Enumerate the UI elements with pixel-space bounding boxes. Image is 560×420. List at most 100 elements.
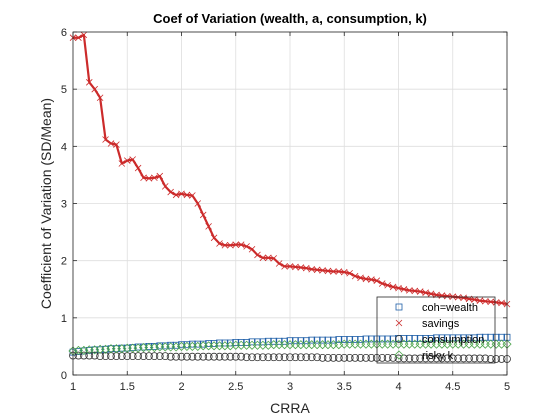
data-point-coh-wealth bbox=[297, 337, 305, 345]
legend: coh=wealth savings consumption risky k bbox=[376, 296, 496, 364]
data-point-consumption bbox=[427, 354, 435, 363]
chart-title: Coef of Variation (wealth, a, consumptio… bbox=[153, 11, 427, 26]
data-point-savings bbox=[123, 157, 131, 164]
y-tick-label: 2 bbox=[61, 256, 67, 268]
data-point-savings bbox=[438, 292, 446, 299]
data-point-consumption bbox=[356, 353, 365, 362]
data-point-savings bbox=[340, 268, 348, 276]
data-point-savings bbox=[487, 298, 495, 306]
data-point-consumption bbox=[74, 351, 83, 360]
data-point-coh-wealth bbox=[329, 336, 337, 344]
data-point-savings bbox=[172, 191, 180, 199]
data-point-consumption bbox=[199, 352, 208, 361]
y-tick-label: 4 bbox=[61, 141, 67, 153]
data-point-savings bbox=[156, 172, 164, 180]
data-point-savings bbox=[319, 267, 326, 274]
data-point-consumption bbox=[492, 355, 501, 363]
data-point-consumption bbox=[432, 354, 441, 363]
data-point-consumption bbox=[351, 353, 360, 362]
x-tick-label: 1 bbox=[70, 381, 76, 393]
data-point-consumption bbox=[448, 354, 457, 363]
data-point-consumption bbox=[313, 353, 322, 362]
legend-marker-coh-wealth bbox=[395, 303, 403, 311]
data-point-savings bbox=[492, 299, 500, 306]
legend-marker-consumption bbox=[395, 335, 403, 343]
data-point-savings bbox=[308, 265, 315, 273]
data-point-consumption bbox=[166, 352, 175, 361]
data-point-savings bbox=[227, 241, 234, 249]
data-point-consumption bbox=[345, 353, 354, 362]
data-point-savings bbox=[281, 263, 288, 270]
data-point-savings bbox=[80, 31, 88, 39]
data-point-savings bbox=[248, 245, 256, 253]
data-point-savings bbox=[129, 156, 136, 163]
data-point-consumption bbox=[291, 353, 300, 362]
data-point-coh-wealth bbox=[302, 337, 310, 345]
data-point-consumption bbox=[437, 354, 446, 363]
data-point-coh-wealth bbox=[123, 344, 131, 352]
data-point-coh-wealth bbox=[400, 335, 408, 342]
data-point-savings bbox=[232, 241, 240, 248]
data-point-consumption bbox=[475, 354, 484, 363]
y-axis-label: Coefficient of Variation (SD/Mean) bbox=[38, 98, 54, 309]
data-point-savings bbox=[140, 174, 147, 182]
data-point-savings bbox=[254, 251, 261, 259]
data-point-coh-wealth bbox=[460, 334, 468, 342]
legend-label: savings bbox=[422, 318, 460, 330]
data-point-savings bbox=[395, 284, 402, 292]
data-point-coh-wealth bbox=[210, 340, 218, 347]
data-point-consumption bbox=[454, 354, 463, 363]
legend-label: consumption bbox=[422, 334, 484, 346]
data-point-savings bbox=[416, 288, 424, 295]
series-risky-k bbox=[68, 339, 512, 356]
data-point-consumption bbox=[237, 352, 246, 361]
data-point-consumption bbox=[470, 354, 479, 363]
data-point-savings bbox=[373, 277, 381, 284]
data-point-coh-wealth bbox=[275, 337, 283, 345]
data-point-consumption bbox=[155, 352, 164, 361]
data-point-savings bbox=[384, 281, 391, 289]
data-point-consumption bbox=[210, 352, 218, 361]
data-point-coh-wealth bbox=[248, 338, 256, 346]
data-point-savings bbox=[330, 268, 337, 275]
data-point-consumption bbox=[275, 353, 284, 362]
data-point-consumption bbox=[497, 355, 506, 363]
legend-item-coh-wealth: coh=wealth bbox=[395, 302, 478, 314]
data-point-savings bbox=[378, 280, 386, 287]
data-point-coh-wealth bbox=[226, 339, 234, 347]
x-tick-label: 3.5 bbox=[337, 381, 352, 393]
data-point-consumption bbox=[318, 353, 327, 362]
data-point-coh-wealth bbox=[471, 334, 478, 342]
data-point-savings bbox=[357, 274, 364, 282]
data-point-savings bbox=[324, 267, 332, 275]
data-point-coh-wealth bbox=[270, 337, 278, 345]
data-point-coh-wealth bbox=[416, 335, 424, 342]
data-point-savings bbox=[75, 34, 82, 41]
data-point-coh-wealth bbox=[188, 340, 196, 348]
y-tick-label: 3 bbox=[61, 199, 67, 211]
data-point-savings bbox=[194, 200, 202, 207]
data-point-coh-wealth bbox=[216, 339, 223, 347]
y-tick-label: 1 bbox=[61, 313, 67, 325]
data-point-coh-wealth bbox=[340, 336, 348, 343]
data-point-savings bbox=[346, 269, 353, 277]
data-point-savings bbox=[427, 290, 435, 298]
data-point-consumption bbox=[248, 353, 256, 362]
data-point-savings bbox=[183, 191, 191, 199]
data-point-consumption bbox=[340, 353, 349, 362]
data-point-savings bbox=[91, 85, 98, 93]
data-point-consumption bbox=[307, 353, 316, 362]
data-point-coh-wealth bbox=[362, 335, 370, 343]
data-point-consumption bbox=[378, 353, 387, 362]
data-point-savings bbox=[389, 283, 397, 291]
data-point-coh-wealth bbox=[107, 345, 115, 353]
data-point-coh-wealth bbox=[264, 337, 272, 345]
x-axis-label: CRRA bbox=[270, 400, 310, 416]
x-tick-label: 4.5 bbox=[445, 381, 460, 393]
data-point-consumption bbox=[253, 353, 262, 362]
data-point-consumption bbox=[367, 353, 376, 362]
data-point-consumption bbox=[220, 352, 229, 361]
data-point-savings bbox=[498, 299, 505, 307]
data-point-savings bbox=[102, 136, 109, 143]
